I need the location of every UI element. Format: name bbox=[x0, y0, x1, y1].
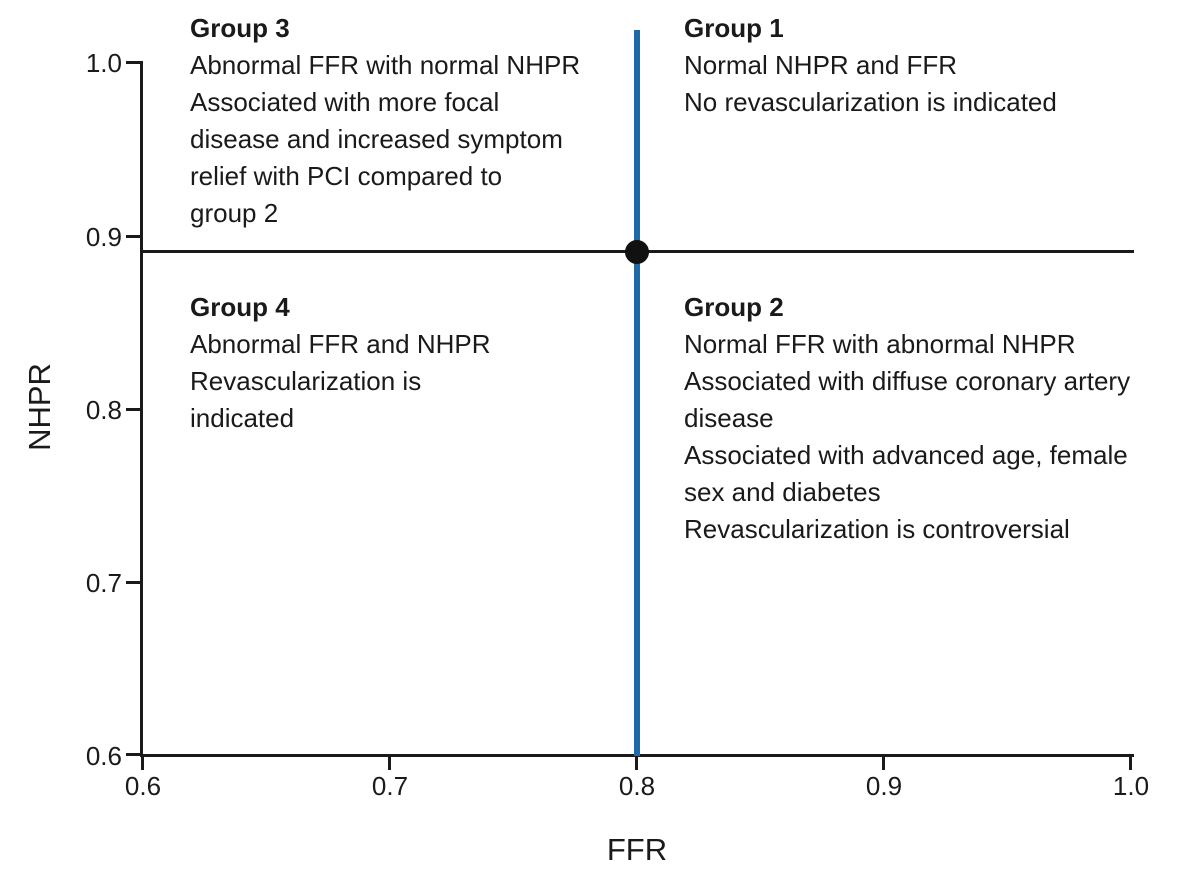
group2-line: disease bbox=[684, 403, 774, 433]
x-tick bbox=[141, 757, 144, 770]
group4-line: indicated bbox=[190, 403, 295, 433]
group3-line: group 2 bbox=[190, 198, 279, 228]
group2-line: Associated with advanced age, female bbox=[684, 440, 1128, 470]
x-tick bbox=[635, 757, 638, 770]
group4-line: Abnormal FFR and NHPR bbox=[190, 329, 491, 359]
ffr-cutoff-line bbox=[634, 30, 640, 756]
group2-line: Associated with diffuse coronary artery bbox=[684, 366, 1131, 396]
group3-title: Group 3 bbox=[190, 13, 290, 43]
y-tick-label: 0.7 bbox=[85, 568, 122, 598]
y-tick-label: 1.0 bbox=[85, 48, 122, 78]
group2-line: Revascularization is controversial bbox=[684, 514, 1070, 544]
y-tick-label: 0.6 bbox=[85, 741, 122, 771]
group3-line: Abnormal FFR with normal NHPR bbox=[190, 50, 581, 80]
y-tick bbox=[126, 408, 141, 411]
y-tick bbox=[126, 753, 141, 756]
x-tick-label: 0.9 bbox=[865, 771, 903, 801]
y-axis-line bbox=[140, 61, 143, 756]
cutoff-intersection-point bbox=[625, 240, 649, 264]
y-tick bbox=[126, 61, 141, 64]
x-tick-label: 0.6 bbox=[124, 771, 162, 801]
y-tick bbox=[126, 235, 141, 238]
y-tick bbox=[126, 581, 141, 584]
x-tick bbox=[1129, 757, 1132, 770]
x-tick bbox=[388, 757, 391, 770]
group2-line: Normal FFR with abnormal NHPR bbox=[684, 329, 1076, 359]
group3-line: disease and increased symptom bbox=[190, 124, 563, 154]
y-tick-label: 0.9 bbox=[85, 222, 122, 252]
group1-line: No revascularization is indicated bbox=[684, 87, 1057, 117]
x-tick-label: 1.0 bbox=[1112, 771, 1150, 801]
group2-line: sex and diabetes bbox=[684, 477, 881, 507]
x-tick-label: 0.7 bbox=[371, 771, 409, 801]
group3-line: relief with PCI compared to bbox=[190, 161, 503, 191]
group1-title: Group 1 bbox=[684, 13, 784, 43]
group1-line: Normal NHPR and FFR bbox=[684, 50, 958, 80]
y-tick-label: 0.8 bbox=[85, 395, 122, 425]
quadrant-group4-annotation: Group 4 Abnormal FFR and NHPR Revascular… bbox=[190, 289, 491, 437]
y-axis-title: NHPR bbox=[22, 363, 57, 451]
x-axis-title: FFR bbox=[606, 832, 668, 867]
quadrant-group3-annotation: Group 3 Abnormal FFR with normal NHPR As… bbox=[190, 10, 580, 232]
group2-title: Group 2 bbox=[684, 292, 784, 322]
quadrant-group1-annotation: Group 1 Normal NHPR and FFR No revascula… bbox=[684, 10, 1057, 121]
x-tick-label: 0.8 bbox=[618, 771, 656, 801]
x-tick bbox=[882, 757, 885, 770]
group4-line: Revascularization is bbox=[190, 366, 422, 396]
quadrant-group2-annotation: Group 2 Normal FFR with abnormal NHPR As… bbox=[684, 289, 1130, 548]
group3-line: Associated with more focal bbox=[190, 87, 500, 117]
group4-title: Group 4 bbox=[190, 292, 290, 322]
